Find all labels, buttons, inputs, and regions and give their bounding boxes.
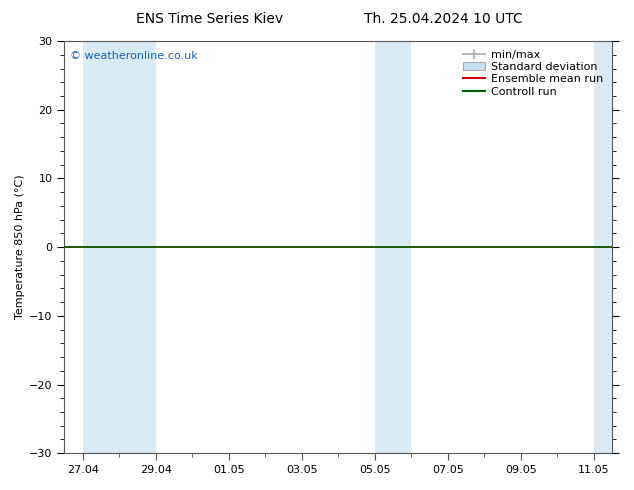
- Text: Th. 25.04.2024 10 UTC: Th. 25.04.2024 10 UTC: [365, 12, 523, 26]
- Text: ENS Time Series Kiev: ENS Time Series Kiev: [136, 12, 283, 26]
- Bar: [594, 41, 612, 453]
- Bar: [375, 41, 411, 453]
- Y-axis label: Temperature 850 hPa (°C): Temperature 850 hPa (°C): [15, 175, 25, 319]
- Legend: min/max, Standard deviation, Ensemble mean run, Controll run: min/max, Standard deviation, Ensemble me…: [460, 47, 607, 100]
- Bar: [82, 41, 156, 453]
- Text: © weatheronline.co.uk: © weatheronline.co.uk: [70, 51, 198, 61]
